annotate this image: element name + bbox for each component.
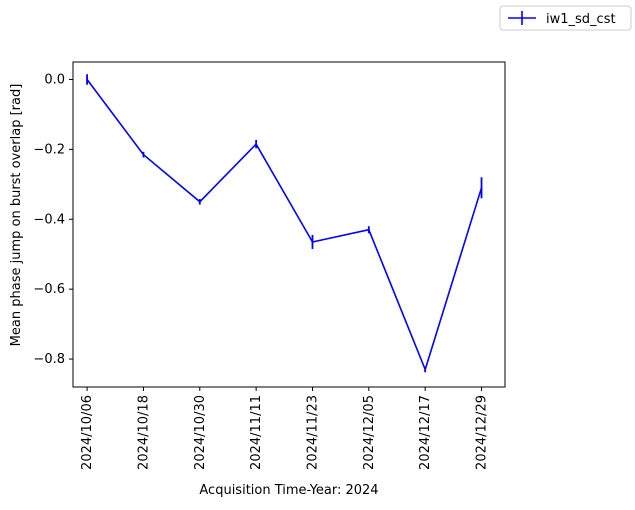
- plot-layer: [86, 74, 483, 373]
- y-axis-label: Mean phase jump on burst overlap [rad]: [9, 84, 24, 347]
- data-point: [142, 153, 145, 156]
- legend-label: iw1_sd_cst: [546, 12, 616, 27]
- y-tick-label: 0.0: [44, 72, 65, 87]
- x-tick-label: 2024/10/06: [80, 395, 95, 470]
- data-point: [424, 368, 426, 371]
- x-tick-label: 2024/12/29: [475, 395, 490, 470]
- legend: iw1_sd_cst: [499, 5, 632, 31]
- y-tick-label: −0.4: [33, 212, 65, 227]
- y-tick-label: −0.6: [33, 282, 65, 297]
- data-point: [311, 241, 314, 243]
- data-point: [86, 78, 88, 81]
- plot-frame: [72, 61, 506, 388]
- data-point: [255, 143, 257, 145]
- data-point: [480, 187, 483, 189]
- x-axis-label: Acquisition Time-Year: 2024: [199, 483, 378, 498]
- x-tick-label: 2024/10/18: [136, 395, 151, 470]
- series-line: [86, 79, 483, 372]
- y-tick-label: −0.8: [33, 352, 65, 367]
- data-point: [198, 200, 201, 203]
- x-tick-label: 2024/11/11: [249, 395, 264, 470]
- x-tick-label: 2024/11/23: [305, 395, 320, 470]
- data-point: [368, 228, 370, 231]
- x-tick-label: 2024/10/30: [193, 395, 208, 470]
- x-tick-label: 2024/12/05: [362, 395, 377, 470]
- x-tick-label: 2024/12/17: [418, 395, 433, 470]
- axes-layer: 0.0 −0.2 −0.4 −0.6 −0.8 2024/10/06 2024/10/18 2…: [33, 61, 506, 470]
- y-tick-label: −0.2: [33, 142, 65, 157]
- legend-box: [499, 5, 632, 31]
